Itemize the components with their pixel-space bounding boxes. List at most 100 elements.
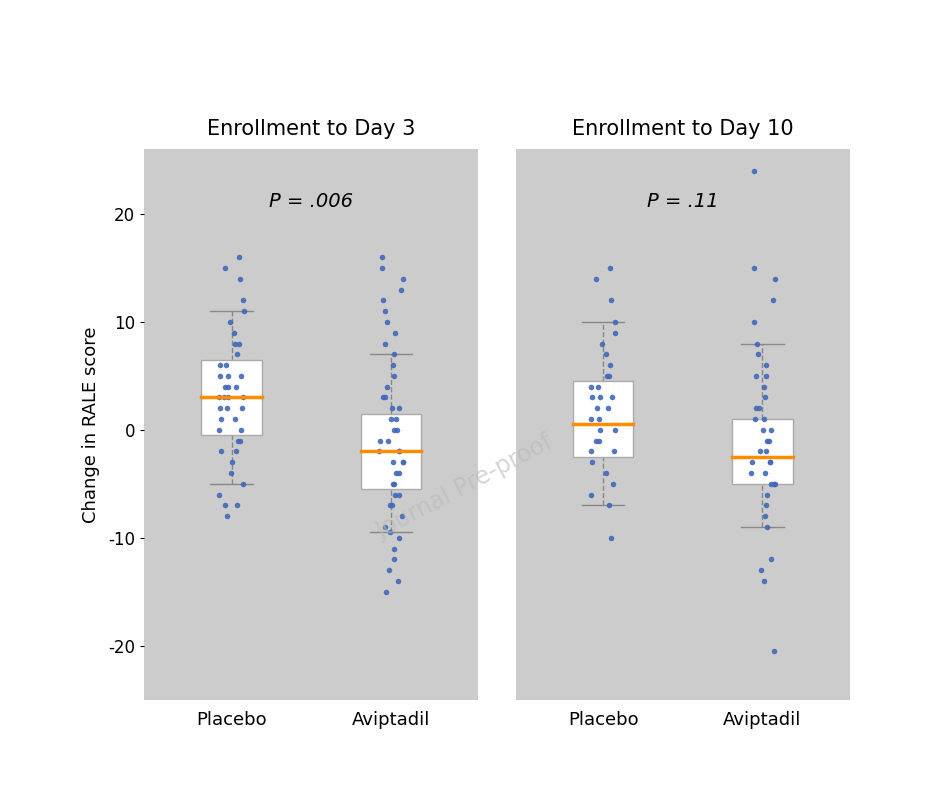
- Point: [227, 413, 242, 425]
- Bar: [360, 413, 420, 489]
- Point: [757, 369, 772, 382]
- Point: [758, 359, 773, 372]
- Point: [231, 251, 246, 263]
- Point: [374, 262, 389, 274]
- Point: [584, 380, 599, 393]
- Point: [759, 520, 774, 533]
- Point: [745, 164, 760, 177]
- Point: [752, 445, 767, 457]
- Point: [227, 337, 242, 350]
- Point: [213, 359, 227, 372]
- Bar: [201, 360, 262, 435]
- Point: [393, 283, 408, 296]
- Point: [377, 337, 392, 350]
- Point: [377, 391, 392, 404]
- Point: [229, 348, 244, 361]
- Point: [212, 424, 226, 436]
- Point: [591, 424, 606, 436]
- Point: [767, 273, 781, 285]
- Point: [386, 477, 401, 490]
- Point: [588, 273, 603, 285]
- Point: [218, 380, 233, 393]
- Point: [377, 305, 392, 318]
- Point: [748, 402, 763, 414]
- Point: [758, 445, 773, 457]
- Point: [599, 369, 613, 382]
- Point: [375, 294, 390, 307]
- Point: [375, 391, 390, 404]
- Point: [230, 435, 245, 447]
- Point: [374, 251, 389, 263]
- Point: [387, 424, 402, 436]
- Point: [395, 273, 410, 285]
- Point: [233, 369, 248, 382]
- Point: [584, 391, 599, 404]
- Point: [759, 488, 774, 501]
- Point: [234, 424, 249, 436]
- Point: [767, 477, 781, 490]
- Point: [228, 380, 243, 393]
- Point: [383, 413, 398, 425]
- Text: P = .006: P = .006: [269, 193, 353, 211]
- Point: [750, 348, 765, 361]
- Point: [380, 380, 394, 393]
- Point: [235, 402, 250, 414]
- Point: [213, 445, 228, 457]
- Point: [378, 586, 393, 598]
- Point: [589, 402, 604, 414]
- Point: [388, 488, 403, 501]
- Point: [228, 445, 243, 457]
- Point: [217, 391, 232, 404]
- Point: [213, 413, 227, 425]
- Point: [754, 564, 768, 576]
- Point: [385, 477, 400, 490]
- Point: [236, 391, 251, 404]
- Point: [385, 456, 400, 468]
- Point: [598, 348, 612, 361]
- Point: [762, 477, 777, 490]
- Point: [379, 316, 393, 329]
- Point: [380, 564, 395, 576]
- Point: [220, 391, 235, 404]
- Point: [756, 510, 771, 523]
- Point: [384, 402, 399, 414]
- Text: P = .11: P = .11: [646, 193, 718, 211]
- Point: [382, 499, 397, 512]
- Y-axis label: Change in RALE score: Change in RALE score: [82, 326, 99, 523]
- Bar: [573, 381, 633, 457]
- Point: [751, 402, 766, 414]
- Point: [390, 575, 405, 587]
- Point: [229, 499, 244, 512]
- Point: [590, 435, 605, 447]
- Point: [583, 445, 598, 457]
- Point: [384, 499, 399, 512]
- Point: [236, 477, 251, 490]
- Text: Journal Pre-proof: Journal Pre-proof: [371, 431, 557, 544]
- Point: [392, 488, 406, 501]
- Point: [217, 499, 232, 512]
- Point: [385, 359, 400, 372]
- Point: [755, 413, 770, 425]
- Point: [387, 326, 402, 339]
- Point: [765, 294, 780, 307]
- Point: [221, 369, 236, 382]
- Point: [212, 402, 226, 414]
- Point: [746, 413, 761, 425]
- Point: [745, 262, 760, 274]
- Point: [607, 424, 622, 436]
- Point: [767, 477, 781, 490]
- Point: [748, 337, 763, 350]
- Point: [232, 435, 247, 447]
- Point: [371, 445, 386, 457]
- Point: [762, 456, 777, 468]
- Title: Enrollment to Day 10: Enrollment to Day 10: [572, 119, 793, 139]
- Point: [382, 526, 397, 538]
- Point: [607, 316, 622, 329]
- Point: [766, 645, 780, 657]
- Point: [746, 316, 761, 329]
- Point: [742, 467, 757, 479]
- Point: [591, 413, 606, 425]
- Point: [743, 456, 758, 468]
- Point: [757, 391, 772, 404]
- Point: [220, 380, 235, 393]
